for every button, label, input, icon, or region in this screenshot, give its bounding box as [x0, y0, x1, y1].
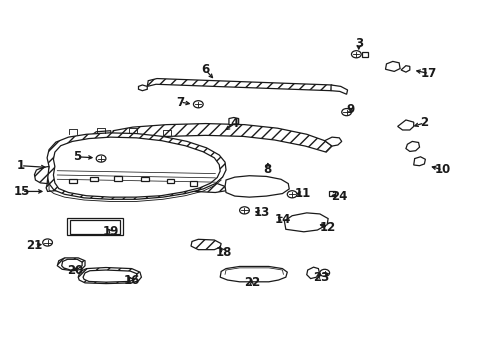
- Polygon shape: [328, 191, 335, 196]
- Polygon shape: [228, 117, 238, 125]
- Text: 8: 8: [263, 163, 271, 176]
- Polygon shape: [57, 258, 85, 271]
- Polygon shape: [330, 85, 347, 94]
- Polygon shape: [147, 78, 331, 91]
- Text: 14: 14: [274, 213, 290, 226]
- Text: 4: 4: [230, 117, 239, 130]
- Polygon shape: [61, 259, 82, 270]
- Polygon shape: [361, 52, 368, 57]
- Text: 18: 18: [215, 246, 232, 258]
- Circle shape: [42, 239, 52, 246]
- Polygon shape: [397, 120, 413, 130]
- Polygon shape: [83, 270, 136, 282]
- Polygon shape: [114, 176, 122, 181]
- Polygon shape: [46, 179, 225, 193]
- Polygon shape: [385, 62, 399, 71]
- Text: 16: 16: [123, 274, 140, 287]
- Text: 21: 21: [26, 239, 42, 252]
- Circle shape: [319, 269, 329, 276]
- Text: 6: 6: [201, 63, 209, 76]
- Text: 9: 9: [346, 103, 354, 116]
- Polygon shape: [47, 133, 225, 199]
- Text: 2: 2: [420, 116, 427, 129]
- Text: 20: 20: [67, 264, 83, 276]
- Polygon shape: [34, 166, 49, 184]
- Text: 24: 24: [330, 190, 347, 203]
- Polygon shape: [400, 66, 409, 72]
- Circle shape: [239, 207, 249, 214]
- Text: 1: 1: [17, 159, 25, 172]
- Text: 11: 11: [294, 187, 310, 200]
- Circle shape: [341, 109, 351, 116]
- Polygon shape: [166, 179, 174, 183]
- Text: 13: 13: [253, 206, 269, 219]
- Polygon shape: [224, 176, 288, 197]
- Polygon shape: [284, 213, 327, 232]
- Text: 5: 5: [73, 150, 81, 163]
- Polygon shape: [53, 137, 220, 197]
- Polygon shape: [91, 131, 111, 141]
- Text: 22: 22: [243, 276, 260, 289]
- Polygon shape: [306, 267, 319, 279]
- Polygon shape: [78, 267, 141, 284]
- Text: 17: 17: [420, 67, 436, 80]
- Text: 7: 7: [176, 96, 184, 109]
- Circle shape: [287, 191, 296, 198]
- Polygon shape: [220, 266, 287, 282]
- Polygon shape: [90, 177, 98, 181]
- Polygon shape: [70, 220, 119, 234]
- Text: 23: 23: [312, 271, 329, 284]
- Text: 19: 19: [102, 225, 119, 238]
- Polygon shape: [111, 123, 331, 152]
- Circle shape: [96, 155, 106, 162]
- Polygon shape: [138, 85, 147, 91]
- Polygon shape: [141, 177, 148, 181]
- Text: 15: 15: [14, 185, 30, 198]
- Circle shape: [351, 51, 361, 58]
- Polygon shape: [191, 239, 221, 249]
- Text: 10: 10: [434, 163, 450, 176]
- Circle shape: [193, 101, 203, 108]
- Polygon shape: [324, 137, 341, 146]
- Polygon shape: [189, 181, 197, 186]
- Polygon shape: [405, 141, 419, 152]
- Text: 12: 12: [319, 221, 336, 234]
- Polygon shape: [67, 217, 122, 235]
- Polygon shape: [413, 157, 425, 166]
- Text: 3: 3: [354, 37, 362, 50]
- Polygon shape: [69, 179, 77, 183]
